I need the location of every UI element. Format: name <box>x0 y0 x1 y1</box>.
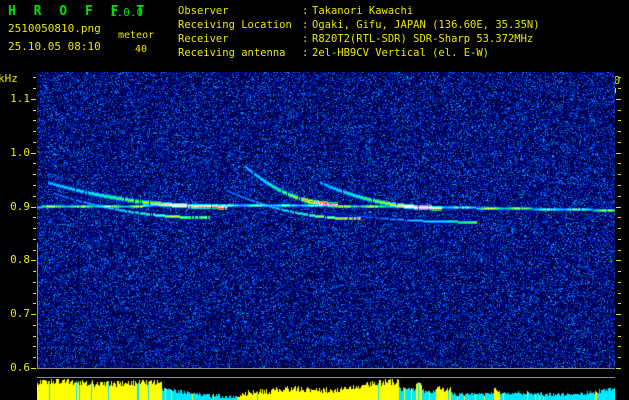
datetime-label: 25.10.05 08:10 <box>8 40 101 53</box>
left-marker-line <box>37 243 38 368</box>
y-axis-minor-tick <box>33 228 36 229</box>
header-bar: H R O F F T 1.0.0 2510050810.png 25.10.0… <box>0 0 629 70</box>
info-row: Receiver: R820T2(RTL-SDR) SDR-Sharp 53.37… <box>178 32 540 46</box>
station-info-block: Observer: Takanori Kawachi Receiving Locat… <box>178 4 540 60</box>
spectrogram-plot <box>37 72 615 368</box>
y-axis-major-tick <box>31 314 36 315</box>
y-axis-minor-tick <box>33 131 36 132</box>
y-axis-tick-label: 0.8 <box>10 253 30 266</box>
y-axis-major-tick <box>616 153 621 154</box>
y-axis-major-tick <box>616 207 621 208</box>
y-axis-tick-label: 0.7 <box>10 307 30 320</box>
y-axis-minor-tick <box>33 217 36 218</box>
y-axis-major-tick <box>616 260 621 261</box>
amplitude-strip <box>37 379 615 400</box>
y-axis-minor-tick <box>33 303 36 304</box>
info-key: Observer <box>178 5 229 17</box>
y-axis-minor-tick <box>618 346 621 347</box>
y-axis-major-tick <box>616 314 621 315</box>
y-axis-minor-tick <box>618 303 621 304</box>
info-value: R820T2(RTL-SDR) SDR-Sharp 53.372MHz <box>312 33 534 45</box>
info-row: Receiving Location: Ogaki, Gifu, JAPAN (1… <box>178 18 540 32</box>
y-axis-tick-label: 1.1 <box>10 92 30 105</box>
info-key: Receiving Location <box>178 19 292 31</box>
y-axis-major-tick <box>31 153 36 154</box>
info-value: 2el-HB9CV Vertical (el. E-W) <box>312 47 490 59</box>
y-axis-unit-label: kHz <box>0 72 18 85</box>
y-axis-major-tick <box>616 368 621 369</box>
echo-count: 40 <box>135 44 148 55</box>
y-axis-minor-tick <box>33 282 36 283</box>
y-axis-minor-tick <box>618 282 621 283</box>
y-axis-minor-tick <box>618 174 621 175</box>
y-axis-minor-tick <box>33 271 36 272</box>
y-axis-minor-tick <box>618 217 621 218</box>
y-axis-minor-tick <box>618 120 621 121</box>
x-axis-tick <box>615 88 616 93</box>
y-axis-minor-tick <box>33 77 36 78</box>
y-axis-minor-tick <box>33 120 36 121</box>
app-version: 1.0.0 <box>110 6 144 19</box>
y-axis-minor-tick <box>618 250 621 251</box>
y-axis-tick-label: 0.6 <box>10 361 30 374</box>
y-axis-minor-tick <box>33 250 36 251</box>
y-axis-major-tick <box>31 260 36 261</box>
y-axis-minor-tick <box>33 336 36 337</box>
info-value: Ogaki, Gifu, JAPAN (136.60E, 35.35N) <box>312 19 540 31</box>
info-key: Receiving antenna <box>178 47 286 59</box>
y-axis-minor-tick <box>33 293 36 294</box>
mode-label: meteor <box>118 30 155 41</box>
app-logo: H R O F F T <box>8 4 150 19</box>
y-axis-minor-tick <box>618 293 621 294</box>
info-separator: : <box>302 19 309 31</box>
info-value: Takanori Kawachi <box>312 5 414 17</box>
y-axis-minor-tick <box>33 196 36 197</box>
y-axis-minor-tick <box>618 271 621 272</box>
y-axis-minor-tick <box>618 131 621 132</box>
y-axis-minor-tick <box>33 346 36 347</box>
filename-label: 2510050810.png <box>8 22 101 35</box>
separator-line-upper <box>37 368 615 369</box>
y-axis-minor-tick <box>618 239 621 240</box>
info-row: Observer: Takanori Kawachi <box>178 4 540 18</box>
y-axis-minor-tick <box>33 239 36 240</box>
y-axis-tick-label: 0.9 <box>10 200 30 213</box>
y-axis-minor-tick <box>33 88 36 89</box>
y-axis-minor-tick <box>33 142 36 143</box>
y-axis-minor-tick <box>618 325 621 326</box>
y-axis-major-tick <box>31 368 36 369</box>
y-axis-minor-tick <box>33 163 36 164</box>
y-axis-minor-tick <box>618 228 621 229</box>
y-axis-minor-tick <box>618 163 621 164</box>
y-axis-major-tick <box>31 207 36 208</box>
y-axis-tick-label: 1.0 <box>10 146 30 159</box>
y-axis-minor-tick <box>33 174 36 175</box>
y-axis-minor-tick <box>33 110 36 111</box>
y-axis-minor-tick <box>618 77 621 78</box>
separator-line-lower <box>37 377 615 378</box>
info-key: Receiver <box>178 33 229 45</box>
info-separator: : <box>302 33 309 45</box>
y-axis-major-tick <box>616 99 621 100</box>
y-axis-minor-tick <box>618 336 621 337</box>
y-axis-minor-tick <box>618 357 621 358</box>
meteor-trail-layer <box>37 72 615 368</box>
y-axis-minor-tick <box>618 196 621 197</box>
y-axis-minor-tick <box>618 110 621 111</box>
y-axis-minor-tick <box>33 357 36 358</box>
y-axis-minor-tick <box>618 88 621 89</box>
y-axis-minor-tick <box>618 142 621 143</box>
y-axis-minor-tick <box>33 185 36 186</box>
y-axis-minor-tick <box>33 325 36 326</box>
y-axis-major-tick <box>31 99 36 100</box>
info-separator: : <box>302 5 309 17</box>
y-axis-minor-tick <box>618 185 621 186</box>
info-separator: : <box>302 47 309 59</box>
info-row: Receiving antenna:2el-HB9CV Vertical (el… <box>178 46 540 60</box>
